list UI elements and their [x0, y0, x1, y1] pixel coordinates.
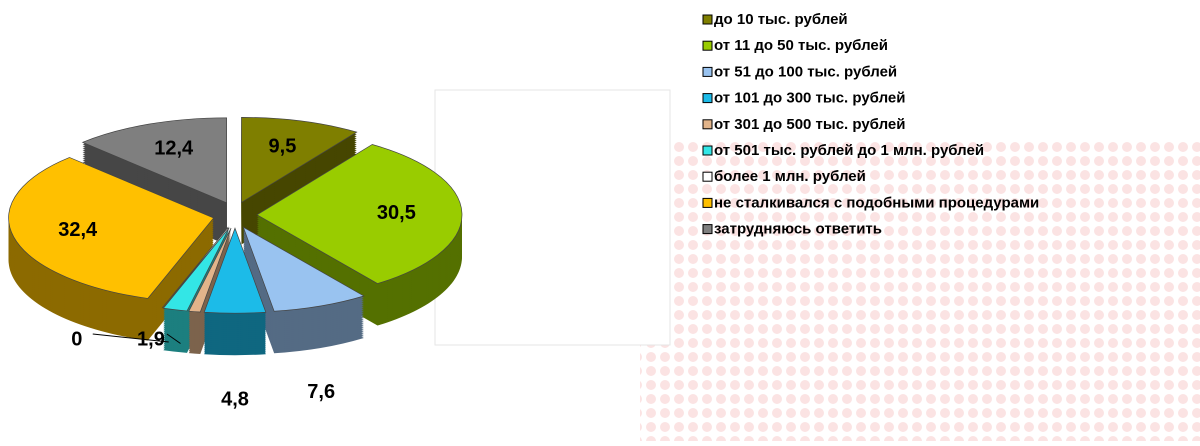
slice — [162, 227, 230, 312]
legend-swatch — [702, 14, 713, 25]
legend-swatch — [702, 145, 713, 156]
legend: до 10 тыс. рублей от 11 до 50 тыс. рублей… — [702, 11, 1039, 238]
legend-swatch — [702, 224, 713, 235]
legend-label: до 10 тыс. рублей — [714, 11, 848, 28]
legend-swatch — [702, 197, 713, 208]
data-label: 0 — [71, 328, 82, 350]
slice — [161, 226, 229, 309]
legend-label: от 101 до 300 тыс. рублей — [714, 90, 905, 107]
data-label: 32,4 — [58, 219, 98, 241]
slice — [241, 117, 358, 204]
slice — [203, 227, 267, 314]
legend-label: не сталкивался с подобными процедурами — [714, 194, 1039, 211]
plot-area — [434, 89, 671, 346]
pie: 9,5 30,5 7,6 4,8 1,9 0 32,4 12,4 — [8, 117, 463, 410]
background-pattern — [640, 140, 1200, 441]
slice — [256, 144, 463, 284]
slice — [242, 226, 365, 312]
legend-label: от 11 до 50 тыс. рублей — [714, 37, 888, 54]
legend-swatch — [702, 66, 713, 77]
legend-swatch — [702, 119, 713, 130]
legend-label: от 51 до 100 тыс. рублей — [714, 63, 897, 80]
data-label: 30,5 — [377, 202, 416, 224]
slice — [81, 117, 227, 204]
slice — [188, 227, 232, 313]
legend-label: более 1 млн. рублей — [714, 168, 866, 185]
data-label: 1,9 — [137, 328, 165, 350]
slice — [8, 157, 215, 299]
leader-line — [92, 333, 169, 343]
legend-swatch — [702, 93, 713, 104]
data-label: 4,8 — [221, 388, 249, 410]
legend-swatch — [702, 171, 713, 182]
data-label: 9,5 — [269, 135, 297, 157]
legend-label: от 301 до 500 тыс. рублей — [714, 116, 905, 133]
data-label: 12,4 — [154, 138, 194, 160]
legend-swatch — [702, 40, 713, 51]
legend-label: от 501 тыс. рублей до 1 млн. рублей — [714, 142, 984, 159]
leader-line — [166, 333, 181, 344]
legend-label: затрудняюсь ответить — [714, 221, 882, 238]
data-label: 7,6 — [307, 381, 335, 403]
